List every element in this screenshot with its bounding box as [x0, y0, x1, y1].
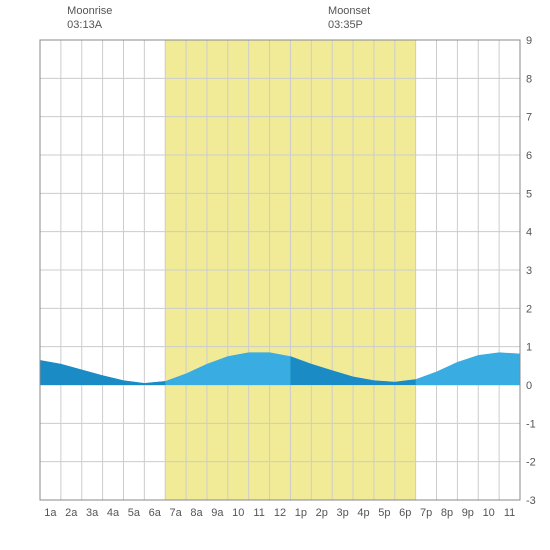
x-tick-label: 12: [274, 507, 286, 519]
x-tick-label: 8p: [441, 507, 453, 519]
x-tick-label: 3p: [336, 507, 348, 519]
y-tick-label: 1: [526, 342, 532, 354]
x-tick-label: 5p: [378, 507, 390, 519]
x-tick-label: 8a: [190, 507, 203, 519]
top-label-time: 03:35P: [328, 18, 370, 32]
chart-svg: -3-2-101234567891a2a3a4a5a6a7a8a9a101112…: [0, 0, 550, 550]
y-tick-label: 4: [526, 227, 532, 239]
x-tick-label: 2a: [65, 507, 78, 519]
x-tick-label: 11: [253, 507, 264, 519]
y-tick-label: 8: [526, 73, 532, 85]
y-tick-label: 7: [526, 112, 532, 124]
y-tick-label: 9: [526, 35, 532, 47]
x-tick-label: 5a: [128, 507, 141, 519]
tide-chart: Moonrise03:13AMoonset03:35P -3-2-1012345…: [0, 0, 550, 550]
x-tick-label: 4p: [357, 507, 369, 519]
top-label-title: Moonrise: [67, 4, 112, 18]
y-tick-label: 6: [526, 150, 532, 162]
x-tick-label: 3a: [86, 507, 99, 519]
x-tick-label: 10: [483, 507, 495, 519]
y-tick-label: 3: [526, 265, 532, 277]
moonset-label: Moonset03:35P: [328, 4, 370, 33]
top-label-time: 03:13A: [67, 18, 112, 32]
x-tick-label: 9a: [211, 507, 224, 519]
x-tick-label: 6a: [149, 507, 162, 519]
top-label-title: Moonset: [328, 4, 370, 18]
x-tick-label: 9p: [462, 507, 474, 519]
x-tick-label: 11: [504, 507, 515, 519]
y-tick-label: 0: [526, 380, 532, 392]
y-tick-label: 5: [526, 188, 532, 200]
y-tick-label: 2: [526, 303, 532, 315]
x-tick-label: 4a: [107, 507, 120, 519]
y-tick-label: -2: [526, 457, 536, 469]
x-tick-label: 6p: [399, 507, 411, 519]
moonrise-label: Moonrise03:13A: [67, 4, 112, 33]
x-tick-label: 7p: [420, 507, 432, 519]
x-tick-label: 1a: [44, 507, 57, 519]
x-tick-label: 2p: [316, 507, 328, 519]
x-tick-label: 1p: [295, 507, 307, 519]
y-tick-label: -3: [526, 495, 536, 507]
x-tick-label: 7a: [170, 507, 183, 519]
x-tick-label: 10: [232, 507, 244, 519]
y-tick-label: -1: [526, 418, 536, 430]
